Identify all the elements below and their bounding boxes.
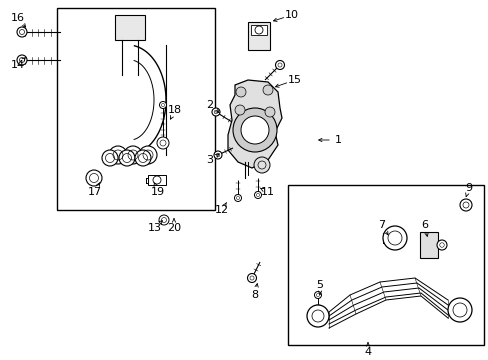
Circle shape <box>241 116 268 144</box>
Text: 5: 5 <box>316 280 323 290</box>
Text: 18: 18 <box>167 105 182 115</box>
Circle shape <box>157 137 169 149</box>
Circle shape <box>102 150 118 166</box>
Text: 13: 13 <box>148 223 162 233</box>
Circle shape <box>119 150 135 166</box>
Text: 14: 14 <box>11 60 25 70</box>
Circle shape <box>235 105 244 115</box>
Bar <box>247 22 269 50</box>
Circle shape <box>253 157 269 173</box>
Circle shape <box>236 87 245 97</box>
Text: 20: 20 <box>166 223 181 233</box>
Bar <box>287 185 483 345</box>
Circle shape <box>86 170 102 186</box>
Bar <box>148 175 165 185</box>
Bar <box>115 15 145 40</box>
Text: 6: 6 <box>421 220 427 230</box>
Circle shape <box>247 274 256 283</box>
Circle shape <box>382 226 406 250</box>
Bar <box>57 8 215 210</box>
Circle shape <box>436 240 446 250</box>
Polygon shape <box>227 80 282 168</box>
Text: 4: 4 <box>364 347 371 357</box>
Circle shape <box>275 60 284 69</box>
Text: 10: 10 <box>285 10 298 20</box>
Text: 12: 12 <box>215 205 228 215</box>
Text: 8: 8 <box>251 290 258 300</box>
Circle shape <box>263 85 272 95</box>
Circle shape <box>232 108 276 152</box>
Circle shape <box>159 215 169 225</box>
Text: 15: 15 <box>287 75 302 85</box>
Bar <box>419 232 437 258</box>
Text: 16: 16 <box>11 13 25 23</box>
Text: 19: 19 <box>151 187 165 197</box>
Text: 9: 9 <box>465 183 471 193</box>
Circle shape <box>17 55 27 65</box>
Circle shape <box>124 146 142 164</box>
Circle shape <box>139 146 157 164</box>
Text: 3: 3 <box>206 155 213 165</box>
Text: 11: 11 <box>261 187 274 197</box>
Circle shape <box>314 292 321 298</box>
Bar <box>250 25 266 35</box>
Circle shape <box>212 108 220 116</box>
Circle shape <box>17 27 27 37</box>
Circle shape <box>254 192 261 198</box>
Text: 2: 2 <box>206 100 213 110</box>
Circle shape <box>264 107 274 117</box>
Circle shape <box>459 199 471 211</box>
Text: 17: 17 <box>88 187 102 197</box>
Circle shape <box>234 194 241 202</box>
Circle shape <box>109 146 127 164</box>
Circle shape <box>306 305 328 327</box>
Circle shape <box>447 298 471 322</box>
Circle shape <box>214 151 222 159</box>
Text: 7: 7 <box>378 220 385 230</box>
Circle shape <box>135 150 151 166</box>
Text: 1: 1 <box>334 135 341 145</box>
Circle shape <box>159 102 166 108</box>
